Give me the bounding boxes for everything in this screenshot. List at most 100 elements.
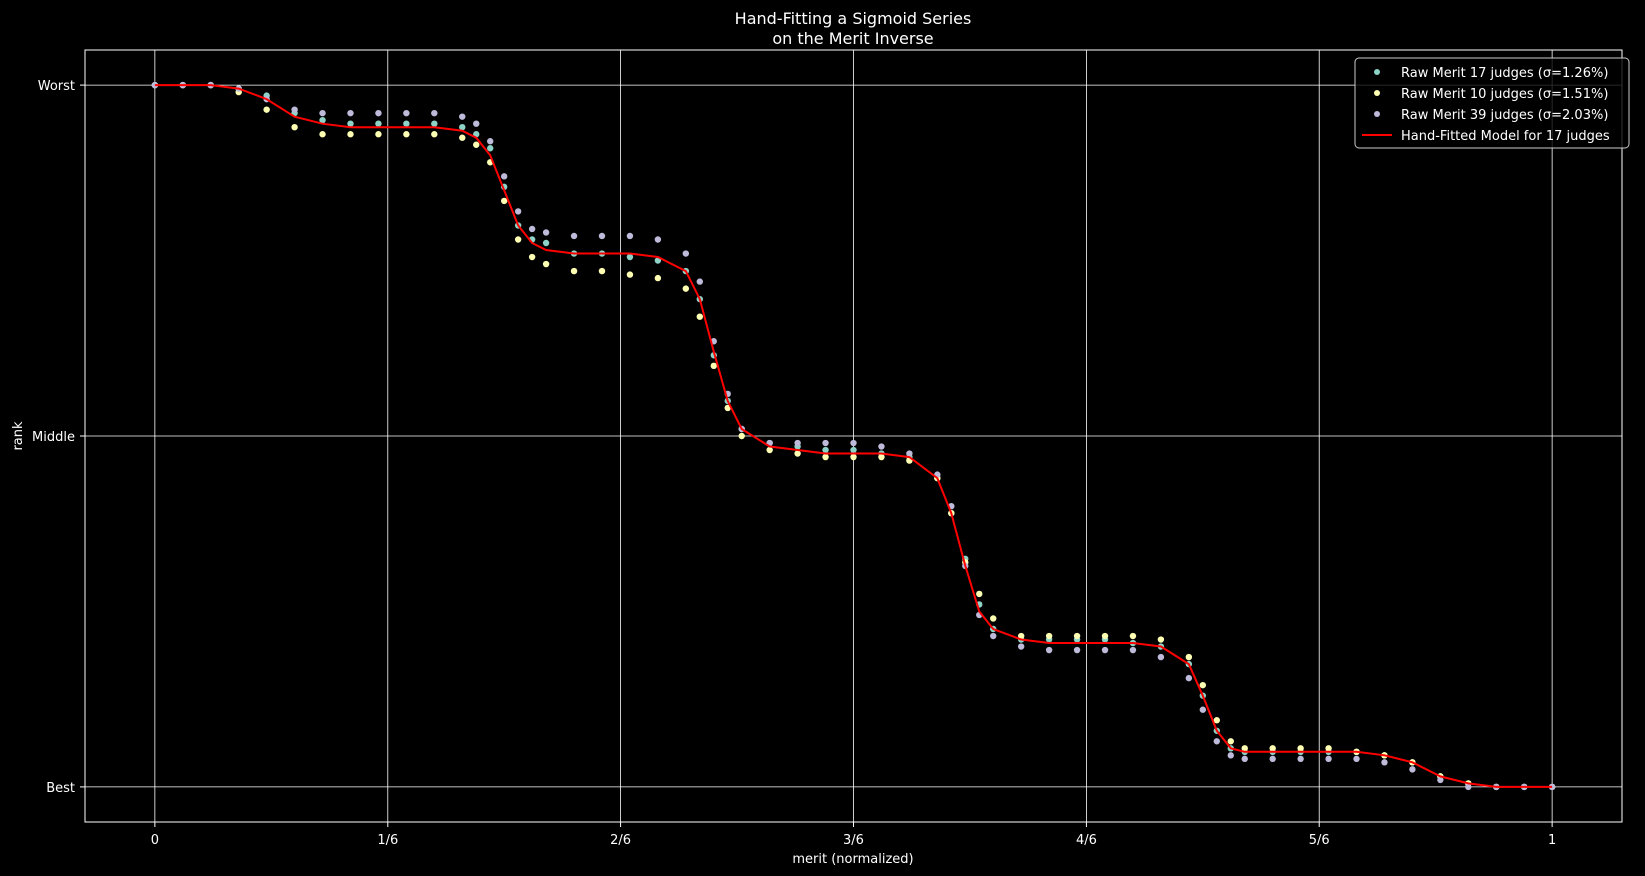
- data-point: [1213, 717, 1220, 724]
- data-point: [1101, 632, 1109, 640]
- y-tick-label: Middle: [32, 430, 75, 445]
- x-tick-label: 5/6: [1309, 833, 1330, 848]
- data-point: [291, 106, 298, 113]
- data-point: [319, 116, 326, 124]
- data-point: [710, 362, 717, 370]
- data-point: [1381, 759, 1388, 766]
- data-point: [514, 208, 522, 215]
- data-point: [598, 267, 606, 275]
- data-point: [1129, 632, 1137, 640]
- legend-marker-17-judges: [1374, 69, 1380, 75]
- data-point: [696, 313, 703, 320]
- data-point: [990, 632, 997, 640]
- series-points-1: [151, 81, 1556, 791]
- data-point: [263, 106, 270, 113]
- data-point: [431, 109, 438, 117]
- y-tick-label: Best: [46, 781, 75, 796]
- data-point: [431, 120, 438, 127]
- legend-marker-39-judges: [1374, 111, 1380, 117]
- x-axis-ticks: 0 1/6 2/6 3/6 4/6 5/6 1: [151, 822, 1556, 848]
- x-tick-label: 1/6: [377, 833, 398, 848]
- y-tick-label: Worst: [38, 79, 75, 94]
- data-point: [1241, 755, 1248, 763]
- data-point: [514, 236, 522, 243]
- data-point: [682, 250, 690, 257]
- data-point: [1017, 643, 1025, 650]
- data-point: [1157, 653, 1165, 661]
- model-line: [154, 84, 1553, 788]
- data-point: [542, 260, 550, 268]
- data-point: [1409, 766, 1416, 773]
- chart-title-line-1: Hand-Fitting a Sigmoid Series: [735, 9, 972, 28]
- data-point: [906, 450, 913, 457]
- data-point: [654, 257, 662, 264]
- data-point: [403, 109, 410, 117]
- data-point: [598, 232, 606, 240]
- data-point: [1129, 646, 1137, 654]
- x-tick-label: 1: [1548, 833, 1556, 848]
- plot-series: [151, 81, 1556, 791]
- data-point: [319, 109, 326, 117]
- data-point: [375, 120, 382, 127]
- x-tick-label: 0: [151, 833, 159, 848]
- data-point: [570, 267, 578, 275]
- data-point: [1227, 752, 1234, 759]
- data-point: [1353, 755, 1360, 763]
- legend-label-39-judges: Raw Merit 39 judges (σ=2.03%): [1401, 108, 1608, 123]
- data-point: [822, 446, 829, 454]
- data-point: [1073, 646, 1081, 654]
- data-point: [431, 131, 438, 138]
- data-point: [1199, 706, 1207, 713]
- data-point: [459, 113, 466, 120]
- data-point: [347, 120, 354, 127]
- data-point: [1045, 632, 1053, 640]
- data-point: [542, 229, 550, 236]
- x-tick-label: 3/6: [843, 833, 864, 848]
- data-point: [459, 124, 466, 131]
- y-axis-ticks: Best Middle Worst: [32, 79, 85, 796]
- data-point: [487, 138, 494, 145]
- data-point: [1269, 745, 1276, 752]
- data-point: [347, 109, 354, 117]
- data-point: [1548, 783, 1556, 791]
- data-point: [794, 439, 801, 447]
- data-point: [654, 236, 662, 243]
- data-point: [459, 134, 466, 141]
- grid-lines: [85, 50, 1622, 822]
- data-point: [850, 453, 857, 461]
- chart-title-line-2: on the Merit Inverse: [772, 29, 933, 48]
- data-point: [403, 120, 410, 127]
- data-point: [1297, 755, 1304, 763]
- legend-label-10-judges: Raw Merit 10 judges (σ=1.51%): [1401, 87, 1608, 102]
- data-point: [487, 145, 494, 152]
- data-point: [375, 131, 382, 138]
- data-point: [794, 450, 801, 457]
- legend-box: [1354, 57, 1630, 149]
- data-point: [375, 109, 382, 117]
- data-point: [626, 232, 634, 240]
- data-point: [766, 446, 773, 454]
- legend: Raw Merit 17 judges (σ=1.26%) Raw Merit …: [1354, 57, 1630, 149]
- data-point: [347, 131, 354, 138]
- data-point: [654, 274, 662, 282]
- data-point: [1185, 674, 1193, 682]
- legend-label-model: Hand-Fitted Model for 17 judges: [1401, 129, 1610, 144]
- x-tick-label: 2/6: [610, 833, 631, 848]
- data-point: [403, 131, 410, 138]
- y-axis-label: rank: [11, 421, 26, 451]
- data-point: [1017, 632, 1025, 640]
- data-point: [626, 253, 634, 261]
- data-point: [696, 278, 703, 285]
- data-point: [1325, 745, 1332, 752]
- data-point: [542, 239, 550, 247]
- data-point: [473, 141, 480, 148]
- data-point: [319, 131, 326, 138]
- data-point: [528, 253, 536, 261]
- data-point: [1241, 745, 1248, 752]
- data-point: [1325, 755, 1332, 763]
- data-point: [291, 124, 298, 131]
- data-point: [1185, 653, 1193, 661]
- legend-label-17-judges: Raw Merit 17 judges (σ=1.26%): [1401, 66, 1608, 81]
- data-point: [1157, 636, 1165, 643]
- data-point: [1045, 646, 1053, 654]
